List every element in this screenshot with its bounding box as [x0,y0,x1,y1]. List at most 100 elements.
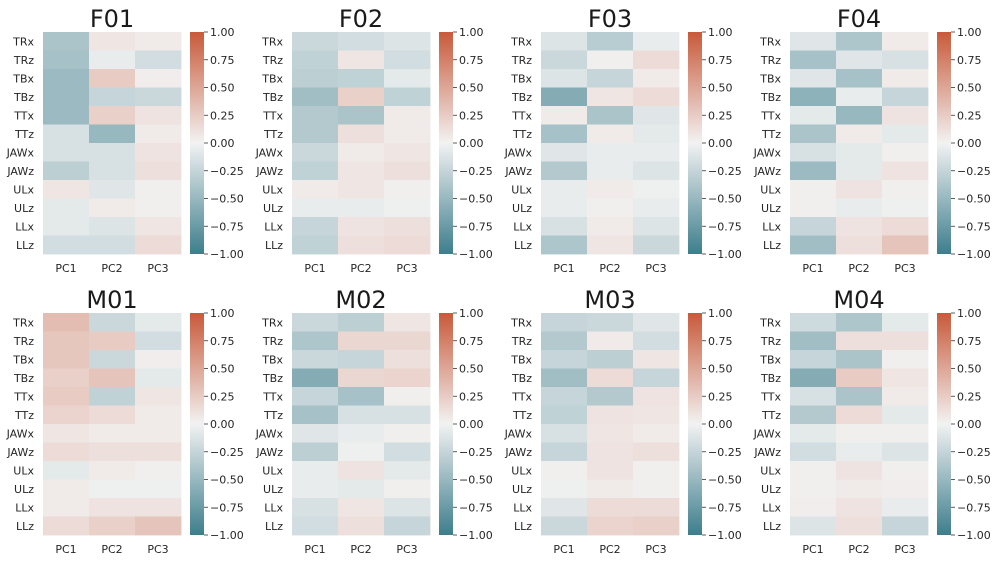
row-tick-label: TTz [761,128,781,141]
colorbar-tick-label: −0.50 [957,474,991,487]
colorbar-tick-label: −0.50 [210,193,244,206]
heatmap-cell [135,235,182,255]
heatmap-cell [633,32,680,51]
heatmap-cell [541,69,588,88]
row-tick-label: ULx [13,464,34,477]
heatmap-panel-M04: M04 TRx TRz TBx TBz TTx TTz JAWx JAWz ULx ULz LLx LL… [753,286,991,556]
heatmap-cell [135,350,182,369]
row-tick-label: ULz [263,483,283,496]
heatmap-cell [882,479,929,499]
heatmap-cell [135,198,182,218]
heatmap-cell [43,235,90,255]
colorbar-tick-label: −0.75 [957,501,991,514]
heatmap-cell [338,124,385,144]
row-tick-label: ULz [512,202,532,215]
heatmap-cell [882,387,929,406]
heatmap-cell [790,106,837,125]
heatmap-cell [43,124,90,144]
heatmap-cell [338,331,385,351]
colorbar-tick-label: 0.50 [459,363,484,376]
heatmap-cell [338,498,385,517]
heatmap-cell [541,180,588,199]
colorbar [439,313,453,535]
colorbar-tick-label: 0.50 [708,82,733,95]
heatmap-cell [135,516,182,536]
heatmap-cell [89,331,136,351]
heatmap-cell [790,368,837,388]
heatmap-cell [338,405,385,425]
row-tick-label: JAWz [504,165,532,178]
heatmap-cell [790,69,837,88]
col-tick-label: PC1 [802,262,823,275]
colorbar-tick-label: 0.00 [210,137,235,150]
heatmap-cell [882,331,929,351]
colorbar-tick-label: 0.50 [708,363,733,376]
heatmap-cell [790,32,837,51]
heatmap-cell [338,350,385,369]
heatmap-cell [587,143,634,162]
heatmap-cell [384,368,431,388]
heatmap-cell [135,498,182,517]
heatmap-cell [541,387,588,406]
heatmap-cell [541,87,588,107]
heatmap-cell [384,461,431,480]
row-tick-label: JAWz [255,165,283,178]
heatmap-cell [633,405,680,425]
heatmap-cell [633,124,680,144]
heatmap-cell [89,32,136,51]
colorbar-tick-label: −1.00 [708,248,742,261]
row-tick-label: ULx [760,464,781,477]
heatmap-cell [43,498,90,517]
colorbar-tick-label: −0.25 [210,165,244,178]
heatmap-panel-F01: F01 TRx TRz TBx TBz TTx TTz JAWx JAWz ULx ULz LLx LL… [6,5,244,275]
heatmap-cell [882,161,929,181]
heatmap-cell [384,424,431,443]
row-tick-label: TRz [511,335,532,348]
heatmap-cell [89,217,136,236]
heatmap-cell [384,235,431,255]
col-tick-label: PC1 [304,262,325,275]
heatmap-cell [541,479,588,499]
heatmap-cell [384,50,431,70]
heatmap-cell [292,198,339,218]
row-tick-label: TTx [511,109,532,122]
heatmap-cell [292,69,339,88]
colorbar-tick-label: 1.00 [957,26,982,39]
row-tick-label: TTz [512,128,532,141]
col-tick-label: PC3 [894,543,915,556]
heatmap-cell [135,442,182,462]
heatmap-cell [89,442,136,462]
heatmap-cell [882,180,929,199]
heatmap-cell [836,461,883,480]
heatmap-cell [135,106,182,125]
heatmap-cell [633,180,680,199]
heatmap-cell [836,424,883,443]
row-tick-label: LLx [513,220,532,233]
col-tick-label: PC2 [350,543,371,556]
heatmap-cell [541,313,588,332]
heatmap-cell [836,368,883,388]
heatmap-cell [135,143,182,162]
row-tick-label: TBz [262,372,283,385]
heatmap-cell [135,124,182,144]
heatmap-cell [338,87,385,107]
heatmap-cell [836,235,883,255]
row-tick-label: ULz [761,483,781,496]
heatmap-cell [338,516,385,536]
colorbar-tick-label: −0.50 [708,474,742,487]
colorbar-tick-label: 0.25 [957,109,982,122]
colorbar-tick-label: 0.75 [210,335,235,348]
heatmap-cell [292,106,339,125]
row-tick-label: TRz [760,335,781,348]
heatmap-cell [836,516,883,536]
heatmap-cell [587,405,634,425]
heatmap-cell [587,368,634,388]
heatmap-cell [292,350,339,369]
heatmap-cell [135,217,182,236]
heatmap-cell [633,516,680,536]
col-tick-label: PC1 [802,543,823,556]
colorbar-tick-label: 0.25 [210,109,235,122]
heatmap-cell [836,87,883,107]
heatmap-cell [587,217,634,236]
heatmap-cell [836,161,883,181]
